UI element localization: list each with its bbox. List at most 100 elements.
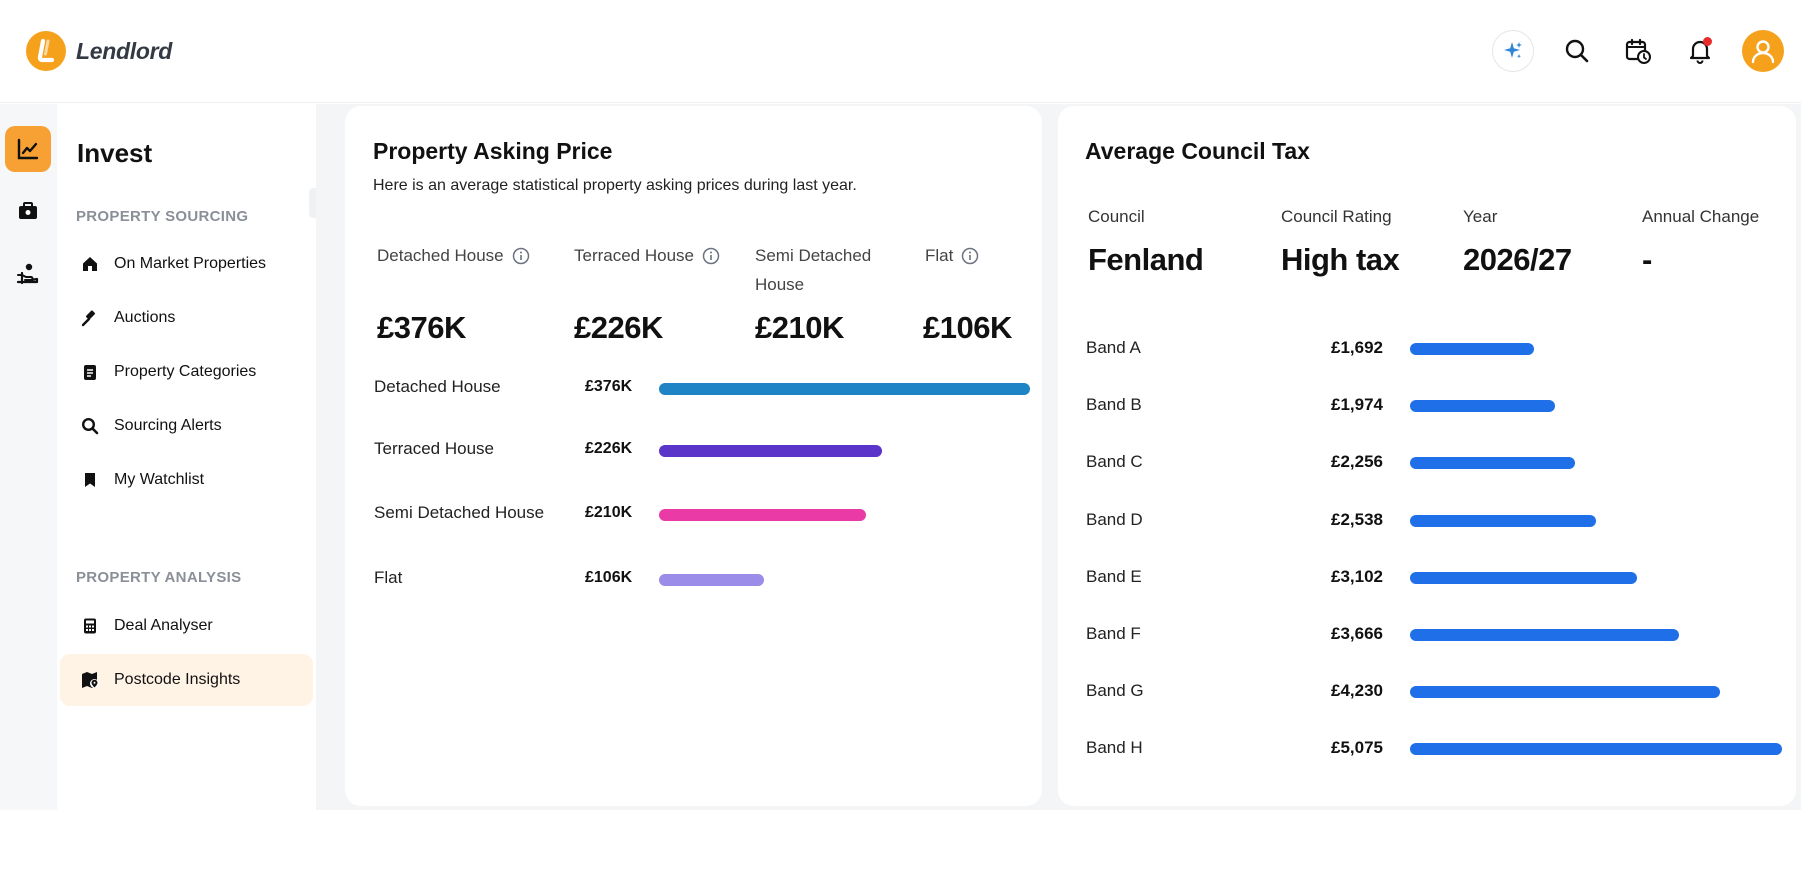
stat-label-text: Flat	[925, 246, 954, 265]
stat-label-flat: Flat	[925, 241, 979, 270]
band-label: Band F	[1086, 624, 1141, 643]
band-bar[interactable]	[1410, 343, 1534, 355]
stat-label-detached: Detached House	[377, 241, 530, 270]
user-avatar[interactable]	[1742, 30, 1784, 72]
app-logo[interactable]: Lendlord	[26, 31, 172, 71]
band-value-label: £3,666	[1331, 624, 1383, 643]
stat-label-semi-detached: Semi Detached House	[755, 241, 885, 299]
band-value-label: £1,974	[1331, 395, 1383, 414]
band-bar[interactable]	[1410, 457, 1575, 469]
bar-label: Flat	[374, 568, 403, 587]
calendar-button[interactable]	[1618, 31, 1658, 71]
meta-label-year: Year	[1463, 207, 1498, 226]
notifications-button[interactable]	[1680, 31, 1720, 71]
card-title: Average Council Tax	[1085, 138, 1310, 164]
band-bar[interactable]	[1410, 743, 1782, 755]
stat-label-terraced: Terraced House	[574, 241, 720, 270]
band-label: Band A	[1086, 338, 1141, 357]
band-bar[interactable]	[1410, 515, 1596, 527]
meta-value-council-rating: High tax	[1281, 242, 1400, 277]
calculator-icon	[80, 616, 100, 636]
stat-value-detached: £376K	[377, 310, 466, 345]
council-tax-card: Average Council Tax Council Council Rati…	[1058, 106, 1796, 806]
bar-row: Semi Detached House £210K	[345, 499, 1042, 529]
asking-price-card: Property Asking Price Here is an average…	[345, 106, 1042, 806]
card-subtitle: Here is an average statistical property …	[373, 177, 857, 194]
band-bar[interactable]	[1410, 686, 1720, 698]
band-value-label: £2,538	[1331, 510, 1383, 529]
bar[interactable]	[659, 574, 764, 586]
sidebar-item-label: Property Categories	[114, 363, 257, 380]
bar-value-label: £226K	[585, 440, 633, 457]
band-label: Band B	[1086, 395, 1142, 414]
sidebar-item-on-market-properties[interactable]: On Market Properties	[60, 238, 313, 290]
info-icon[interactable]	[512, 247, 530, 265]
bar-value-label: £106K	[585, 569, 633, 586]
stat-value-terraced: £226K	[574, 310, 663, 345]
bookmark-icon	[80, 470, 100, 490]
sparkle-icon	[1504, 42, 1522, 59]
info-icon[interactable]	[961, 247, 979, 265]
notification-badge	[1703, 37, 1712, 46]
band-label: Band C	[1086, 452, 1143, 471]
sidebar-item-property-categories[interactable]: Property Categories	[60, 346, 313, 398]
band-value-label: £2,256	[1331, 452, 1383, 471]
sidebar-item-label: Sourcing Alerts	[114, 417, 222, 434]
band-bar[interactable]	[1410, 629, 1679, 641]
stat-label-text: Terraced House	[574, 246, 695, 265]
band-label: Band D	[1086, 510, 1143, 529]
map-pin-icon	[80, 670, 100, 690]
meta-value-council: Fenland	[1088, 242, 1204, 277]
bar-row: Flat £106K	[345, 564, 1042, 594]
info-icon[interactable]	[702, 247, 720, 265]
nav-rail	[0, 104, 57, 810]
sidebar-item-postcode-insights[interactable]: Postcode Insights	[60, 654, 313, 706]
header-search-button[interactable]	[1557, 31, 1597, 71]
stat-value-flat: £106K	[923, 310, 1012, 345]
card-title: Property Asking Price	[373, 138, 613, 164]
app-header: Lendlord	[0, 0, 1801, 103]
bar-value-label: £376K	[585, 378, 633, 395]
meta-value-annual-change: -	[1642, 242, 1652, 277]
sidebar-item-label: My Watchlist	[114, 471, 205, 488]
band-value-label: £3,102	[1331, 567, 1383, 586]
sidebar-item-auctions[interactable]: Auctions	[60, 292, 313, 344]
rail-item-invest[interactable]	[5, 126, 51, 172]
band-bar[interactable]	[1410, 400, 1555, 412]
band-value-label: £5,075	[1331, 738, 1383, 757]
bar-label: Terraced House	[374, 439, 495, 458]
bar[interactable]	[659, 509, 866, 521]
meta-value-year: 2026/27	[1463, 242, 1572, 277]
meta-label-council: Council	[1088, 207, 1145, 226]
sidebar-item-label: Deal Analyser	[114, 617, 213, 634]
stat-label-text: Detached House	[377, 246, 504, 265]
sidebar-item-deal-analyser[interactable]: Deal Analyser	[60, 600, 313, 652]
rail-item-finance[interactable]	[5, 250, 51, 296]
sidebar-item-sourcing-alerts[interactable]: Sourcing Alerts	[60, 400, 313, 452]
bar-label: Semi Detached House	[374, 503, 545, 522]
user-avatar-icon	[1751, 40, 1775, 64]
sidebar-item-my-watchlist[interactable]: My Watchlist	[60, 454, 313, 506]
search-icon	[80, 416, 100, 436]
sidebar-item-label: Postcode Insights	[114, 671, 241, 688]
bar[interactable]	[659, 383, 1030, 395]
stat-label-text: Semi Detached House	[755, 246, 872, 294]
bar-row: Terraced House £226K	[345, 435, 1042, 465]
stat-value-semi-detached: £210K	[755, 310, 844, 345]
rail-item-portfolio[interactable]	[5, 188, 51, 234]
bar-label: Detached House	[374, 377, 501, 396]
band-label: Band G	[1086, 681, 1144, 700]
lendlord-logo-icon	[26, 31, 66, 71]
clipboard-icon	[80, 362, 100, 382]
home-icon	[80, 254, 100, 274]
bar[interactable]	[659, 445, 882, 457]
band-bar[interactable]	[1410, 572, 1637, 584]
bar-value-label: £210K	[585, 504, 633, 521]
band-label: Band E	[1086, 567, 1142, 586]
section-property-analysis: PROPERTY ANALYSIS	[76, 569, 242, 586]
sidebar: Invest PROPERTY SOURCING On Market Prope…	[57, 104, 316, 810]
ai-assistant-button[interactable]	[1492, 30, 1534, 72]
meta-label-annual-change: Annual Change	[1642, 207, 1760, 226]
band-label: Band H	[1086, 738, 1143, 757]
meta-label-council-rating: Council Rating	[1281, 207, 1392, 226]
